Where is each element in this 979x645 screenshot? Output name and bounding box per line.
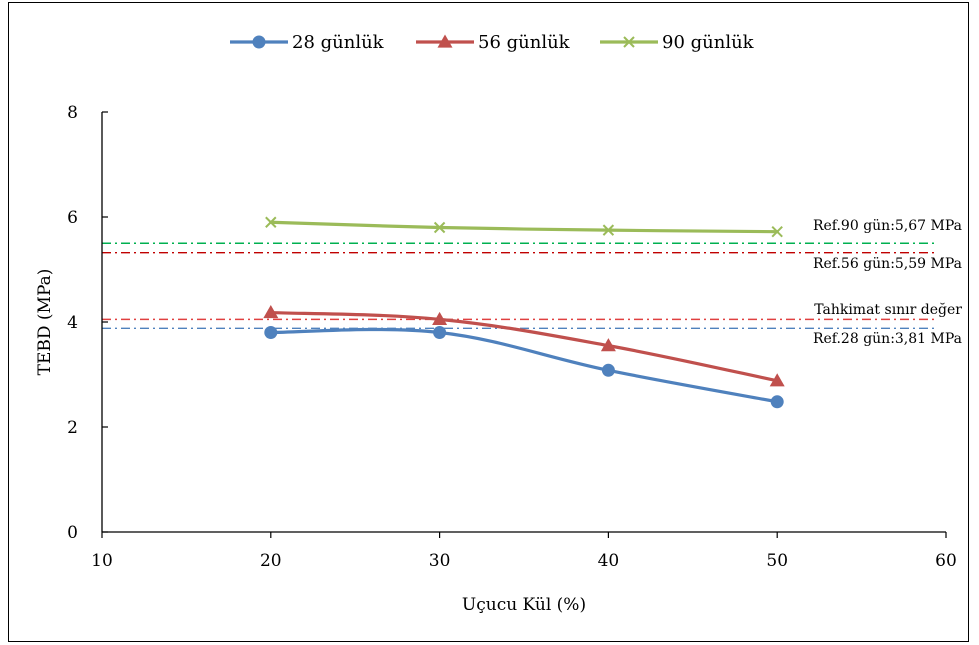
x-axis-title: Uçucu Kül (%) (462, 595, 586, 615)
series-circle (264, 326, 784, 409)
y-ticks: 0 2 4 6 8 (67, 103, 108, 543)
data-point (433, 221, 446, 234)
y-axis-title: TEBD (MPa) (35, 269, 55, 376)
x-tick-label: 30 (429, 551, 451, 571)
axes (101, 112, 946, 533)
reference-labels: Ref.90 gün:5,67 MPa Ref.56 gün:5,59 MPa Ta… (813, 218, 962, 347)
y-tick-label: 2 (67, 418, 78, 438)
data-point (252, 35, 266, 49)
x-tick-label: 40 (598, 551, 620, 571)
legend: 28 günlük 56 günlük 90 günlük (230, 32, 755, 53)
y-tick-label: 0 (67, 523, 78, 543)
x-ticks: 10 20 30 40 50 60 (91, 532, 957, 571)
legend-item: 90 günlük (600, 32, 755, 53)
data-point (264, 326, 278, 339)
x-tick-label: 60 (935, 551, 957, 571)
legend-label: 90 günlük (662, 32, 755, 53)
series-line (269, 327, 779, 404)
data-point (602, 224, 615, 236)
data-point (433, 326, 447, 339)
y-tick-label: 4 (67, 313, 78, 333)
legend-item: 28 günlük (230, 32, 385, 53)
data-point-stroke (623, 36, 635, 48)
data-point (600, 338, 616, 352)
legend-item: 56 günlük (416, 32, 571, 53)
y-tick-label: 8 (67, 103, 78, 123)
data-point-stroke (265, 216, 277, 228)
data-point (437, 34, 453, 48)
reference-label: Ref.90 gün:5,67 MPa (813, 218, 962, 234)
reference-label: Ref.28 gün:3,81 MPa (813, 331, 962, 347)
data-point (265, 216, 277, 228)
series-layer (263, 216, 785, 409)
data-point (769, 373, 785, 387)
series-x (265, 216, 783, 238)
legend-label: 28 günlük (292, 32, 385, 53)
series-triangle (263, 305, 785, 387)
data-point (263, 305, 279, 319)
data-point (771, 225, 783, 238)
data-point (432, 311, 448, 325)
series-line (269, 220, 779, 234)
data-point-stroke (771, 225, 783, 238)
x-tick-label: 10 (91, 551, 113, 571)
data-point (623, 36, 635, 48)
data-point (601, 363, 615, 377)
legend-label: 56 günlük (478, 32, 571, 53)
reference-label: Ref.56 gün:5,59 MPa (813, 256, 962, 272)
y-tick-label: 6 (67, 208, 78, 228)
reference-label: Tahkimat sınır değer (814, 302, 962, 318)
chart-frame (8, 2, 969, 642)
x-tick-label: 50 (766, 551, 788, 571)
reference-lines (102, 242, 938, 329)
data-point (770, 395, 784, 409)
data-point-stroke (602, 224, 615, 236)
x-tick-label: 20 (260, 551, 282, 571)
data-point-stroke (433, 221, 446, 234)
series-line (269, 310, 779, 383)
